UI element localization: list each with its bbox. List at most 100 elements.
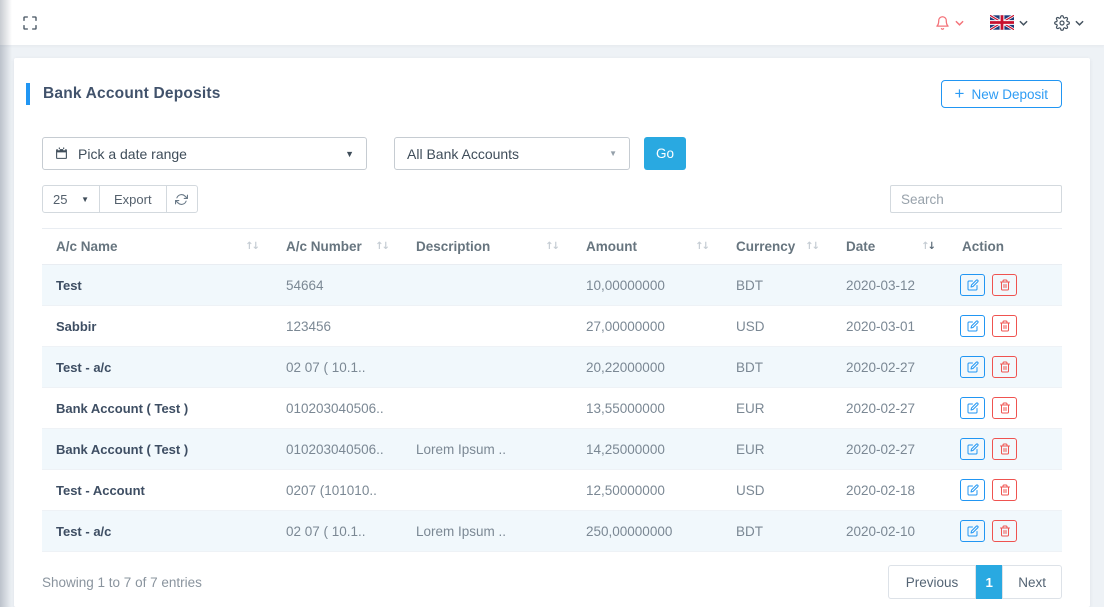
next-page-button[interactable]: Next: [1002, 565, 1062, 599]
column-label: Amount: [586, 239, 637, 254]
cell-account-name: Test - a/c: [42, 346, 272, 388]
sort-icon: ↑↓: [375, 241, 390, 252]
deposits-card: Bank Account Deposits + New Deposit Pick…: [14, 58, 1090, 607]
title-accent-bar: [26, 83, 30, 105]
cell-account-name: Bank Account ( Test ): [42, 428, 272, 470]
date-range-picker[interactable]: Pick a date range ▼: [42, 137, 367, 170]
sort-icon: ↑↓: [921, 241, 936, 252]
fullscreen-icon[interactable]: [22, 15, 38, 31]
uk-flag-icon: [990, 15, 1014, 30]
column-label: A/c Number: [286, 239, 362, 254]
go-button[interactable]: Go: [644, 137, 686, 170]
table-row: Bank Account ( Test ) 010203040506.. Lorem…: [42, 428, 1062, 470]
cell-currency: USD: [722, 305, 832, 347]
plus-icon: +: [954, 83, 965, 103]
caret-down-icon: ▼: [609, 149, 617, 158]
column-header-currency[interactable]: Currency ↑↓: [722, 228, 832, 265]
chevron-down-icon: [1075, 20, 1084, 26]
delete-button[interactable]: [992, 274, 1017, 296]
edit-pencil-icon: [967, 402, 979, 414]
notifications-menu[interactable]: [935, 15, 964, 31]
cell-date: 2020-02-27: [832, 346, 948, 388]
calendar-icon: [55, 147, 68, 160]
caret-down-icon: ▼: [81, 194, 89, 204]
column-header-description[interactable]: Description ↑↓: [402, 228, 572, 265]
language-menu[interactable]: [990, 15, 1028, 30]
cell-description: [402, 264, 572, 306]
cell-account-number: 02 07 ( 10.1..: [272, 346, 402, 388]
new-deposit-button[interactable]: + New Deposit: [940, 80, 1062, 108]
delete-button[interactable]: [992, 397, 1017, 419]
sort-icon: ↑↓: [805, 241, 820, 252]
bank-account-select[interactable]: All Bank Accounts ▼: [394, 137, 630, 170]
cell-date: 2020-02-10: [832, 510, 948, 552]
table-row: Bank Account ( Test ) 010203040506.. 13,55…: [42, 387, 1062, 429]
table-row: Test - Account 0207 (101010.. 12,50000000 U…: [42, 469, 1062, 511]
column-label: Date: [846, 239, 876, 254]
cell-date: 2020-03-12: [832, 264, 948, 306]
refresh-icon: [175, 193, 189, 206]
cell-currency: EUR: [722, 387, 832, 429]
deposits-table-body: Test 54664 10,00000000 BDT 2020-03-12 Sabbir 1…: [42, 264, 1062, 552]
previous-page-button[interactable]: Previous: [887, 565, 977, 599]
search-input[interactable]: [890, 185, 1062, 213]
topbar: [0, 0, 1104, 45]
edit-pencil-icon: [967, 443, 979, 455]
column-header-a-c-number[interactable]: A/c Number ↑↓: [272, 228, 402, 265]
cell-description: Lorem Ipsum ..: [402, 510, 572, 552]
cell-date: 2020-02-27: [832, 387, 948, 429]
cell-account-number: 010203040506..: [272, 428, 402, 470]
cell-date: 2020-03-01: [832, 305, 948, 347]
column-header-date[interactable]: Date ↑↓: [832, 228, 948, 265]
edit-button[interactable]: [960, 479, 985, 501]
cell-description: [402, 469, 572, 511]
cell-description: [402, 305, 572, 347]
entries-summary: Showing 1 to 7 of 7 entries: [42, 574, 202, 590]
column-header-amount[interactable]: Amount ↑↓: [572, 228, 722, 265]
trash-icon: [999, 361, 1010, 373]
table-row: Test - a/c 02 07 ( 10.1.. 20,22000000 BDT 20…: [42, 346, 1062, 388]
column-label: Currency: [736, 239, 796, 254]
settings-menu[interactable]: [1054, 14, 1084, 31]
page-size-select[interactable]: 25 ▼: [42, 185, 100, 213]
delete-button[interactable]: [992, 315, 1017, 337]
delete-button[interactable]: [992, 520, 1017, 542]
delete-button[interactable]: [992, 438, 1017, 460]
cell-amount: 20,22000000: [572, 346, 722, 388]
export-button[interactable]: Export: [99, 185, 167, 213]
trash-icon: [999, 525, 1010, 537]
edit-button[interactable]: [960, 315, 985, 337]
cell-action: [948, 346, 1062, 388]
page-size-value: 25: [53, 191, 68, 207]
date-range-value: Pick a date range: [78, 145, 187, 162]
column-header-action: Action: [948, 228, 1062, 265]
chevron-down-icon: [1019, 20, 1028, 26]
pagination: Previous 1 Next: [887, 565, 1062, 599]
cell-account-name: Test - a/c: [42, 510, 272, 552]
cell-currency: BDT: [722, 346, 832, 388]
cell-action: [948, 387, 1062, 429]
refresh-button[interactable]: [165, 185, 198, 213]
cell-amount: 12,50000000: [572, 469, 722, 511]
edit-button[interactable]: [960, 356, 985, 378]
cell-amount: 14,25000000: [572, 428, 722, 470]
edit-button[interactable]: [960, 438, 985, 460]
chevron-down-icon: [955, 20, 964, 26]
column-label: Description: [416, 239, 491, 254]
edit-button[interactable]: [960, 520, 985, 542]
cell-account-number: 010203040506..: [272, 387, 402, 429]
edit-button[interactable]: [960, 274, 985, 296]
cell-currency: EUR: [722, 428, 832, 470]
sort-icon: ↑↓: [545, 241, 560, 252]
cell-account-number: 0207 (101010..: [272, 469, 402, 511]
column-header-a-c-name[interactable]: A/c Name ↑↓: [42, 228, 272, 265]
cell-date: 2020-02-27: [832, 428, 948, 470]
cell-description: [402, 346, 572, 388]
delete-button[interactable]: [992, 479, 1017, 501]
current-page-button[interactable]: 1: [976, 565, 1003, 599]
new-deposit-label: New Deposit: [971, 86, 1048, 102]
edit-pencil-icon: [967, 525, 979, 537]
edit-button[interactable]: [960, 397, 985, 419]
delete-button[interactable]: [992, 356, 1017, 378]
cell-account-number: 54664: [272, 264, 402, 306]
